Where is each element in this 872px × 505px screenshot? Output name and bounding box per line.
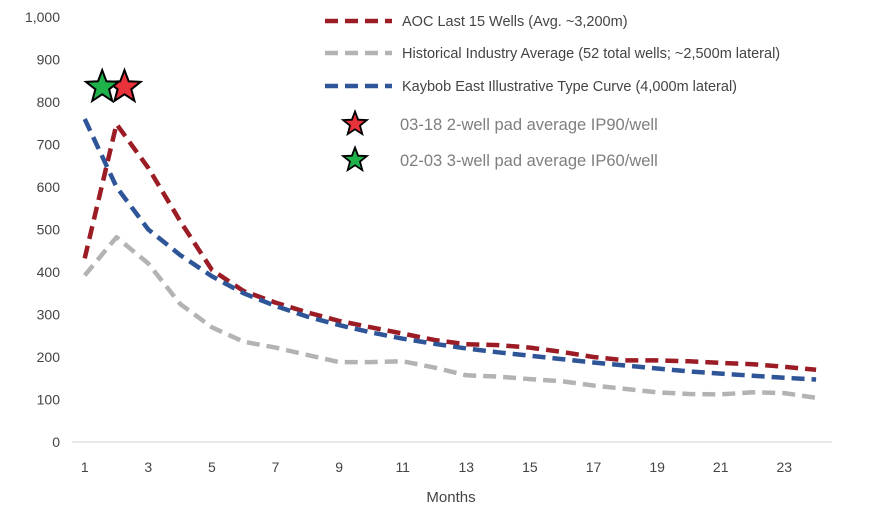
x-tick-label: 15 <box>522 459 538 475</box>
x-tick-label: 7 <box>272 459 280 475</box>
y-tick-label: 500 <box>37 222 61 238</box>
legend-marker-label-1: 03-18 2-well pad average IP90/well <box>400 116 658 134</box>
x-axis-title: Months <box>426 489 475 505</box>
x-tick-label: 5 <box>208 459 216 475</box>
x-tick-label: 9 <box>335 459 343 475</box>
x-tick-label: 21 <box>713 459 729 475</box>
x-tick-label: 11 <box>395 459 410 475</box>
y-tick-label: 1,000 <box>25 9 60 25</box>
legend-label-1: AOC Last 15 Wells (Avg. ~3,200m) <box>402 14 628 30</box>
x-tick-label: 13 <box>459 459 475 475</box>
legend: AOC Last 15 Wells (Avg. ~3,200m) Historic… <box>325 14 780 173</box>
legend-star-2 <box>340 144 370 173</box>
series-layer <box>82 118 817 401</box>
y-tick-label: 700 <box>37 137 61 153</box>
series-line-3 <box>82 118 817 382</box>
y-tick-label: 400 <box>37 264 61 280</box>
y-tick-label: 0 <box>52 434 60 450</box>
x-tick-label: 3 <box>144 459 152 475</box>
x-tick-label: 1 <box>81 459 89 475</box>
y-tick-label: 300 <box>37 307 61 323</box>
y-tick-label: 200 <box>37 349 61 365</box>
legend-label-2: Historical Industry Average (52 total we… <box>402 46 780 62</box>
y-tick-label: 900 <box>37 52 61 68</box>
y-tick-label: 100 <box>37 392 61 408</box>
x-tick-label: 19 <box>649 459 665 475</box>
legend-label-3: Kaybob East Illustrative Type Curve (4,0… <box>402 79 737 95</box>
y-axis: 0 100 200 300 400 500 600 700 800 900 1,000 <box>25 9 60 450</box>
y-tick-label: 600 <box>37 179 61 195</box>
legend-marker-label-2: 02-03 3-well pad average IP60/well <box>400 152 658 170</box>
star-marker-2 <box>83 67 122 104</box>
x-tick-label: 23 <box>777 459 793 475</box>
y-tick-label: 800 <box>37 94 61 110</box>
x-axis: 1 3 5 7 9 11 13 15 17 19 21 23 <box>72 441 832 475</box>
series-line-1 <box>82 121 817 373</box>
series-line-2 <box>82 234 817 401</box>
legend-star-1 <box>340 108 370 137</box>
marker-layer <box>83 67 144 104</box>
x-tick-label: 17 <box>586 459 602 475</box>
